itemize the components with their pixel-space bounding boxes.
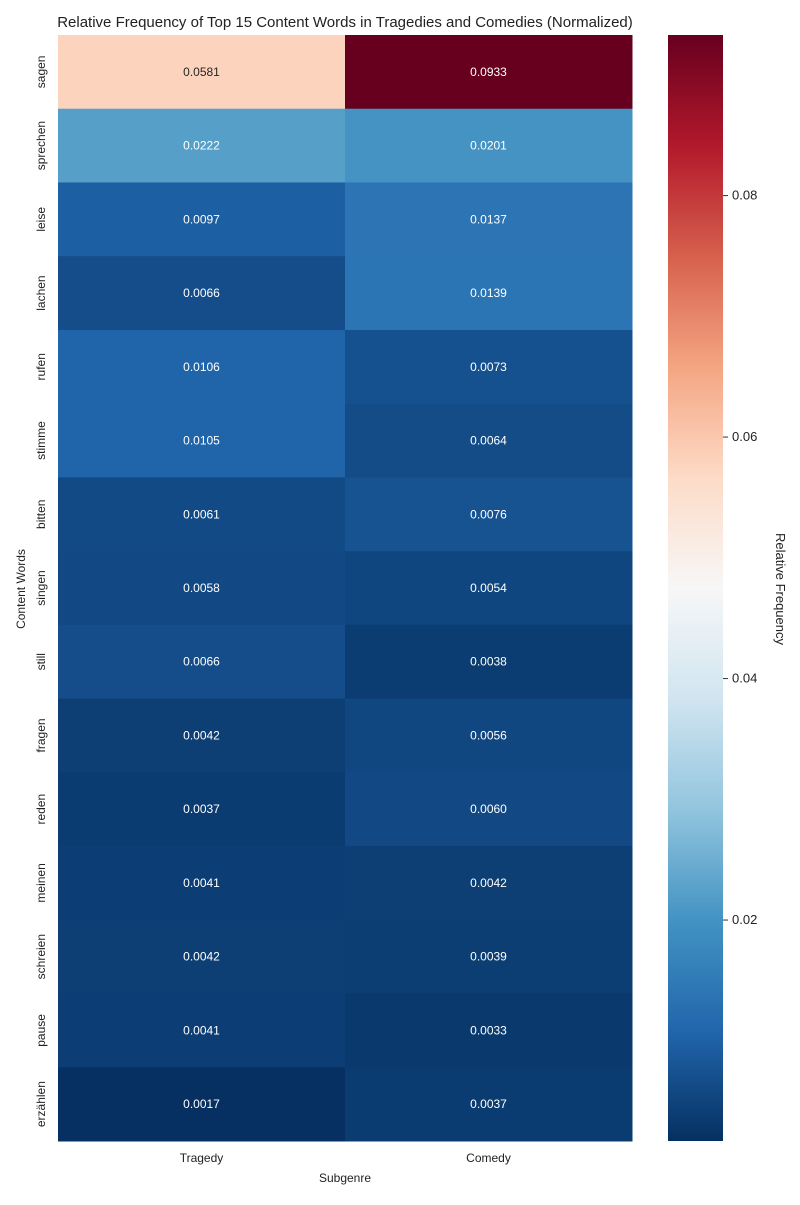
cell-value-label: 0.0137 xyxy=(470,212,507,226)
y-tick-label: stimme xyxy=(34,421,48,460)
heatmap-cell xyxy=(345,624,633,700)
x-axis-label: Subgenre xyxy=(319,1171,371,1185)
heatmap-cell xyxy=(345,551,633,626)
x-tick-label: Tragedy xyxy=(180,1151,224,1165)
cell-value-label: 0.0060 xyxy=(470,802,507,816)
y-tick-label: rufen xyxy=(34,353,48,380)
colorbar-tick-label: 0.06 xyxy=(732,429,757,444)
cell-value-label: 0.0042 xyxy=(183,728,220,742)
heatmap-cell xyxy=(345,256,633,331)
cell-value-label: 0.0041 xyxy=(183,876,220,890)
y-tick-label: leise xyxy=(34,207,48,232)
heatmap-cell xyxy=(345,846,633,921)
cell-value-label: 0.0201 xyxy=(470,139,507,153)
y-tick-label: lachen xyxy=(34,275,48,310)
cell-value-label: 0.0064 xyxy=(470,434,507,448)
cell-value-label: 0.0056 xyxy=(470,728,507,742)
heatmap-cell xyxy=(58,108,346,183)
heatmap-cell xyxy=(345,772,633,847)
cell-value-label: 0.0038 xyxy=(470,655,507,669)
heatmap-cell xyxy=(58,919,346,995)
y-tick-label: schreien xyxy=(34,934,48,979)
colorbar-tick-label: 0.02 xyxy=(732,912,757,927)
heatmap-cell xyxy=(58,772,346,847)
heatmap-cell xyxy=(345,477,633,552)
cell-value-label: 0.0033 xyxy=(470,1023,507,1037)
y-axis-tick-labels: sagen sprechen leise lachen rufen stimme bitte… xyxy=(34,56,48,1128)
colorbar-tick-label: 0.08 xyxy=(732,188,757,203)
cell-value-label: 0.0106 xyxy=(183,360,220,374)
x-axis-tick-labels: Tragedy Comedy xyxy=(180,1151,511,1165)
heatmap-cell xyxy=(58,35,346,110)
cell-value-label: 0.0066 xyxy=(183,655,220,669)
heatmap-cell xyxy=(58,1067,346,1142)
x-tick-label: Comedy xyxy=(466,1151,511,1165)
y-tick-label: meinen xyxy=(34,863,48,902)
heatmap-cell xyxy=(345,35,633,110)
heatmap-cell xyxy=(58,624,346,700)
heatmap-cell xyxy=(58,698,346,773)
heatmap-cell xyxy=(58,846,346,921)
y-tick-label: sprechen xyxy=(34,121,48,170)
heatmap-cell xyxy=(58,256,346,331)
y-tick-label: pause xyxy=(34,1014,48,1047)
y-tick-label: singen xyxy=(34,570,48,605)
heatmap-cell xyxy=(58,403,346,478)
heatmap-cell xyxy=(345,182,633,257)
heatmap-cell xyxy=(58,477,346,552)
colorbar-ticks: 0.02 0.04 0.06 0.08 xyxy=(723,188,757,927)
heatmap-cells xyxy=(58,35,633,1142)
heatmap-cell xyxy=(345,1067,633,1142)
y-tick-label: erzählen xyxy=(34,1081,48,1127)
cell-value-label: 0.0041 xyxy=(183,1023,220,1037)
cell-value-label: 0.0105 xyxy=(183,434,220,448)
heatmap-cell xyxy=(58,551,346,626)
heatmap-cell xyxy=(58,993,346,1068)
colorbar xyxy=(668,35,723,1141)
colorbar-label: Relative Frequency xyxy=(773,533,788,645)
heatmap-cell xyxy=(345,698,633,773)
cell-value-label: 0.0054 xyxy=(470,581,507,595)
cell-value-label: 0.0076 xyxy=(470,507,507,521)
cell-value-label: 0.0017 xyxy=(183,1097,220,1111)
cell-value-label: 0.0139 xyxy=(470,286,507,300)
cell-value-label: 0.0058 xyxy=(183,581,220,595)
heatmap-cell xyxy=(345,403,633,478)
y-tick-label: reden xyxy=(34,794,48,825)
cell-value-label: 0.0042 xyxy=(470,876,507,890)
heatmap-cell xyxy=(58,182,346,257)
chart-title: Relative Frequency of Top 15 Content Wor… xyxy=(57,14,633,31)
y-axis-label: Content Words xyxy=(14,549,28,629)
cell-value-label: 0.0039 xyxy=(470,950,507,964)
cell-value-label: 0.0037 xyxy=(470,1097,507,1111)
heatmap-cell xyxy=(58,329,346,405)
heatmap-cell xyxy=(345,993,633,1068)
cell-value-label: 0.0066 xyxy=(183,286,220,300)
cell-value-label: 0.0073 xyxy=(470,360,507,374)
y-tick-label: bitten xyxy=(34,500,48,529)
heatmap-cell xyxy=(345,919,633,995)
cell-value-label: 0.0097 xyxy=(183,212,220,226)
y-tick-label: still xyxy=(34,653,48,670)
cell-value-label: 0.0581 xyxy=(183,65,220,79)
cell-value-label: 0.0933 xyxy=(470,65,507,79)
y-tick-label: fragen xyxy=(34,718,48,752)
cell-value-label: 0.0061 xyxy=(183,507,220,521)
cell-value-label: 0.0037 xyxy=(183,802,220,816)
cell-value-labels: 0.0581 0.0933 0.0222 0.0201 0.0097 0.0137 0.00… xyxy=(183,65,507,1111)
heatmap-cell xyxy=(345,329,633,405)
colorbar-tick-label: 0.04 xyxy=(732,671,757,686)
y-tick-label: sagen xyxy=(34,56,48,89)
cell-value-label: 0.0042 xyxy=(183,950,220,964)
heatmap-cell xyxy=(345,108,633,183)
cell-value-label: 0.0222 xyxy=(183,139,220,153)
